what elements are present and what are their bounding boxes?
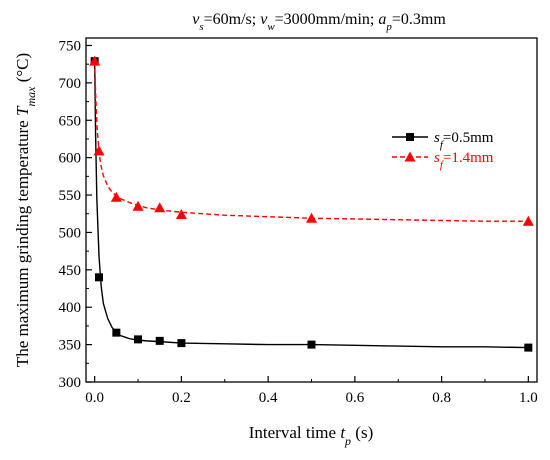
data-point-triangle (132, 200, 144, 211)
data-point-square (95, 273, 104, 282)
legend-label: sf=1.4mm (434, 150, 494, 171)
data-point-triangle (93, 145, 105, 156)
y-tick-label: 450 (59, 263, 82, 279)
data-point-square (177, 339, 186, 348)
data-point-triangle (175, 208, 187, 219)
x-tick-label: 0.8 (432, 390, 451, 406)
legend-marker-square (406, 133, 414, 141)
data-point-triangle (306, 212, 317, 223)
chart-marks: 0.0 0.2 0.4 0.6 0.8 1.0 300 350 400 450 500 550 600 6… (59, 38, 538, 406)
data-point-square (155, 336, 164, 345)
y-tick-label: 700 (59, 76, 82, 92)
x-tick-label: 0.4 (259, 390, 278, 406)
data-point-square (134, 335, 143, 344)
y-tick-label: 400 (59, 300, 82, 316)
x-tick-label: 1.0 (519, 390, 538, 406)
y-tick-label: 350 (59, 338, 82, 354)
x-tick-label: 0.2 (172, 390, 191, 406)
y-tick-label: 750 (59, 38, 82, 54)
y-tick-label: 300 (59, 375, 82, 391)
data-point-square (524, 343, 533, 352)
data-point-square (307, 340, 316, 349)
data-point-triangle (110, 191, 122, 202)
chart-title: vs=60m/s; vw=3000mm/min; ap=0.3mm (192, 11, 446, 33)
x-tick-label: 0.6 (345, 390, 364, 406)
data-point-square (112, 328, 121, 337)
legend-label: sf=0.5mm (434, 130, 494, 151)
x-axis-title: Interval time tp (s) (249, 423, 374, 448)
data-point-triangle (522, 215, 534, 226)
y-tick-label: 500 (59, 225, 82, 241)
y-tick-label: 550 (59, 188, 82, 204)
y-tick-label: 600 (59, 151, 82, 167)
y-tick-label: 650 (59, 113, 82, 129)
legend-marker-triangle (404, 151, 416, 162)
data-point-triangle (154, 202, 166, 213)
x-tick-label: 0.0 (85, 390, 104, 406)
data-point-triangle (89, 55, 101, 66)
y-axis-title: The maximum grinding temperature Tmax (°… (13, 53, 38, 367)
